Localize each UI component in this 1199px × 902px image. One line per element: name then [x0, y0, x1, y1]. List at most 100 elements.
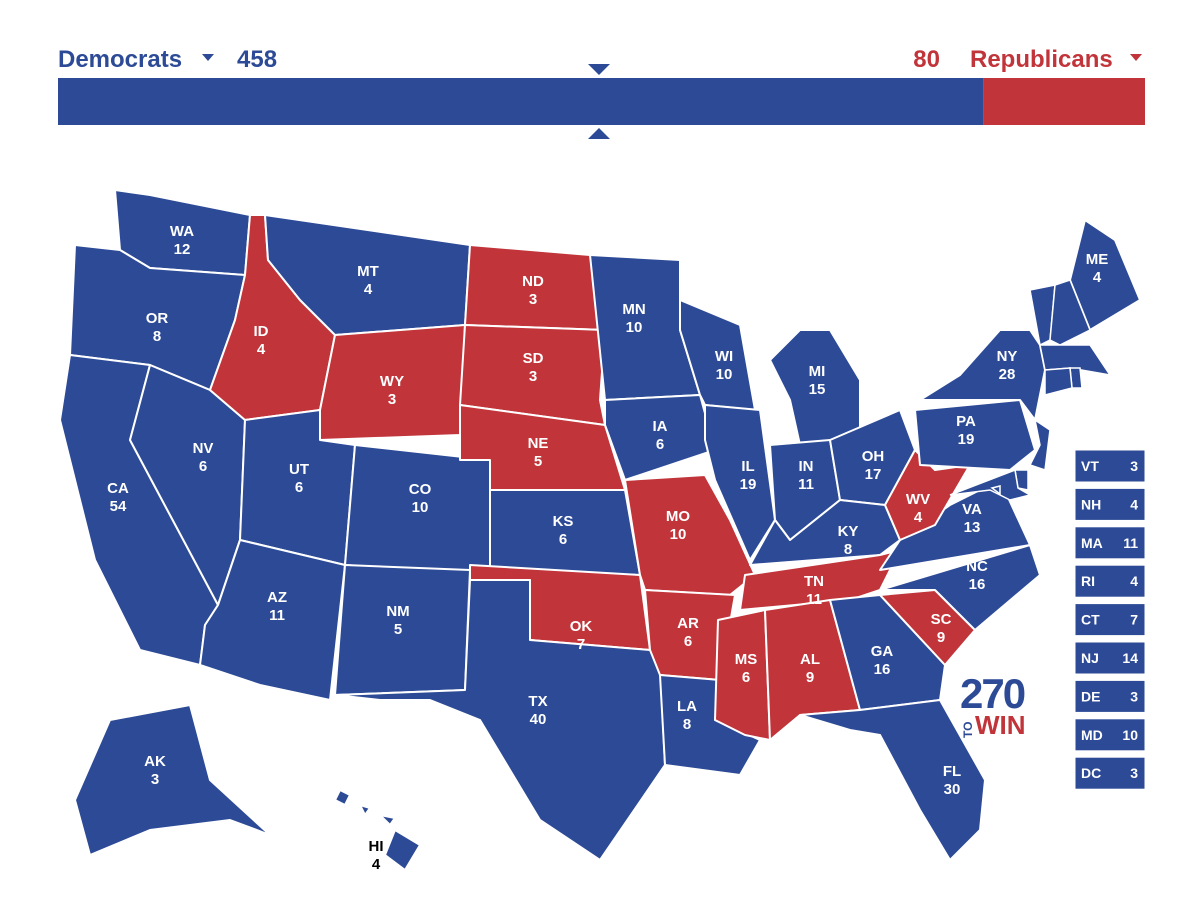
sidebar-box[interactable] — [1074, 603, 1146, 637]
state-votes: 6 — [559, 531, 567, 548]
state-abbr: KY — [838, 523, 859, 540]
state-abbr: MO — [666, 508, 690, 525]
state-votes: 3 — [151, 771, 159, 788]
state-votes: 4 — [372, 856, 381, 873]
state-votes: 3 — [388, 391, 396, 408]
state-shape[interactable] — [799, 699, 986, 861]
state-abbr: HI — [369, 838, 384, 855]
state-votes: 8 — [683, 716, 691, 733]
state-abbr: NC — [966, 558, 988, 575]
logo-to: TO — [961, 722, 975, 738]
state-abbr: OK — [570, 618, 593, 635]
state-shape[interactable] — [829, 594, 946, 711]
state-votes: 4 — [1093, 269, 1102, 286]
state-shape[interactable] — [1044, 367, 1073, 396]
state-votes: 8 — [153, 328, 161, 345]
state-shape[interactable] — [879, 544, 1041, 631]
sidebar-votes: 10 — [1122, 727, 1138, 743]
state-abbr: ID — [254, 323, 269, 340]
state-votes: 4 — [364, 281, 373, 298]
sidebar-abbr: DE — [1081, 688, 1100, 704]
sidebar-box[interactable] — [1074, 449, 1146, 483]
state-votes: 5 — [394, 621, 402, 638]
state-shape[interactable] — [74, 704, 271, 856]
state-votes: 10 — [670, 526, 687, 543]
state-shape[interactable] — [334, 579, 666, 861]
state-votes: 4 — [914, 509, 923, 526]
state-shape[interactable] — [990, 485, 1001, 496]
sidebar-votes: 4 — [1130, 496, 1138, 512]
state-abbr: IN — [799, 458, 814, 475]
state-abbr: ND — [522, 273, 544, 290]
state-votes: 3 — [529, 368, 537, 385]
state-abbr: CO — [409, 481, 432, 498]
state-abbr: IL — [741, 458, 754, 475]
state-abbr: WY — [380, 373, 404, 390]
state-shape[interactable] — [334, 789, 421, 871]
sidebar-abbr: RI — [1081, 573, 1095, 589]
state-abbr: TX — [528, 693, 547, 710]
dem-bar — [58, 78, 984, 125]
sidebar-box[interactable] — [1074, 718, 1146, 752]
state-abbr: OH — [862, 448, 885, 465]
state-votes: 6 — [295, 479, 303, 496]
state-shape[interactable] — [769, 329, 861, 446]
state-shape[interactable] — [624, 474, 756, 596]
sidebar-abbr: VT — [1081, 458, 1099, 474]
state-abbr: UT — [289, 461, 309, 478]
state-votes: 7 — [577, 636, 585, 653]
state-shape[interactable] — [704, 404, 776, 561]
state-shape[interactable] — [319, 324, 466, 441]
dem-caret[interactable] — [202, 54, 214, 61]
state-votes: 11 — [806, 591, 822, 608]
state-abbr: OR — [146, 310, 169, 327]
state-abbr: AL — [800, 651, 820, 668]
state-shape[interactable] — [1028, 418, 1051, 472]
state-abbr: LA — [677, 698, 697, 715]
state-votes: 19 — [740, 476, 757, 493]
state-votes: 54 — [110, 498, 127, 515]
sidebar-votes: 7 — [1130, 612, 1138, 628]
state-abbr: NV — [193, 440, 214, 457]
state-votes: 4 — [257, 341, 266, 358]
state-votes: 30 — [944, 781, 961, 798]
state-votes: 15 — [809, 381, 826, 398]
state-abbr: AK — [144, 753, 166, 770]
state-shape[interactable] — [914, 399, 1036, 471]
state-abbr: KS — [553, 513, 574, 530]
state-votes: 19 — [958, 431, 975, 448]
sidebar-box[interactable] — [1074, 641, 1146, 675]
state-abbr: IA — [653, 418, 668, 435]
state-votes: 6 — [684, 633, 692, 650]
dem-votes: 458 — [237, 46, 277, 73]
state-abbr: TN — [804, 573, 824, 590]
state-abbr: WA — [170, 223, 194, 240]
state-shape[interactable] — [714, 609, 771, 741]
state-votes: 10 — [412, 499, 429, 516]
sidebar-votes: 3 — [1130, 688, 1138, 704]
state-shape[interactable] — [604, 394, 716, 481]
state-shape[interactable] — [1049, 279, 1091, 346]
state-abbr: NE — [528, 435, 549, 452]
sidebar-votes: 14 — [1122, 650, 1138, 666]
state-abbr: GA — [871, 643, 894, 660]
rep-caret[interactable] — [1130, 54, 1142, 61]
sidebar-box[interactable] — [1074, 526, 1146, 560]
state-abbr: SC — [931, 611, 952, 628]
sidebar-box[interactable] — [1074, 756, 1146, 790]
sidebar-box[interactable] — [1074, 564, 1146, 598]
state-shape[interactable] — [1069, 219, 1141, 331]
sidebar-abbr: DC — [1081, 765, 1101, 781]
state-shape[interactable] — [949, 468, 1032, 501]
state-votes: 10 — [626, 319, 643, 336]
sidebar-box[interactable] — [1074, 487, 1146, 521]
state-votes: 12 — [174, 241, 191, 258]
dem-label[interactable]: Democrats — [58, 46, 182, 73]
logo-win: WIN — [975, 710, 1026, 740]
state-shape[interactable] — [334, 564, 471, 696]
rep-label[interactable]: Republicans — [970, 46, 1113, 73]
state-shape[interactable] — [1039, 344, 1112, 377]
state-votes: 13 — [964, 519, 981, 536]
state-shape[interactable] — [459, 324, 606, 426]
sidebar-box[interactable] — [1074, 679, 1146, 713]
